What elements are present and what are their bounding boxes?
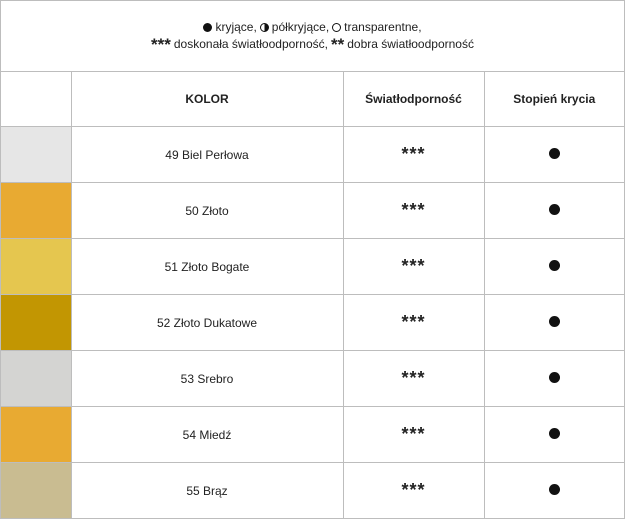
color-table: KOLOR Światłodporność Stopień krycia 49 … <box>1 72 624 518</box>
legend-line-opacity: kryjące, półkryjące, transparentne, <box>203 19 422 36</box>
color-name: 50 Złoto <box>70 182 344 239</box>
table-row: 55 Brąz *** <box>1 462 624 518</box>
color-name: 49 Biel Perłowa <box>70 126 344 183</box>
legend-good: dobra światłoodporność <box>347 37 474 51</box>
opacity-cell <box>483 406 624 463</box>
table-row: 52 Złoto Dukatowe *** <box>1 294 624 351</box>
empty-circle-icon <box>332 23 342 32</box>
table-header-row: KOLOR Światłodporność Stopień krycia <box>1 72 624 127</box>
color-name: 51 Złoto Bogate <box>70 238 344 295</box>
header-color: KOLOR <box>70 72 344 127</box>
lightfastness-stars: *** <box>342 182 485 239</box>
color-name: 52 Złoto Dukatowe <box>70 294 344 351</box>
table-row: 54 Miedź *** <box>1 406 624 463</box>
color-swatch <box>1 294 72 351</box>
lightfastness-stars: *** <box>342 350 485 407</box>
lightfastness-stars: *** <box>342 238 485 295</box>
header-lightfastness: Światłodporność <box>342 72 485 127</box>
opacity-cell <box>483 238 624 295</box>
table-row: 53 Srebro *** <box>1 350 624 407</box>
full-circle-icon <box>548 259 560 271</box>
color-swatch <box>1 238 72 295</box>
stars-excellent-icon: *** <box>151 35 171 54</box>
full-circle-icon <box>548 147 560 159</box>
table-row: 49 Biel Perłowa *** <box>1 126 624 183</box>
lightfastness-stars: *** <box>342 126 485 183</box>
legend-covering: kryjące, <box>215 20 257 34</box>
opacity-cell <box>483 294 624 351</box>
full-circle-icon <box>548 483 560 495</box>
color-name: 54 Miedź <box>70 406 344 463</box>
table-body: 49 Biel Perłowa *** 50 Złoto *** 51 Złoto Bo… <box>1 126 624 518</box>
full-circle-icon <box>548 315 560 327</box>
opacity-cell <box>483 126 624 183</box>
opacity-cell <box>483 350 624 407</box>
legend-transparent: transparentne, <box>344 20 422 34</box>
opacity-cell <box>483 182 624 239</box>
legend-semi-covering: półkryjące, <box>271 20 330 34</box>
half-circle-icon <box>259 23 269 32</box>
legend-line-lightfastness: *** doskonała światłoodporność, ** dobra… <box>151 36 474 53</box>
stars-good-icon: ** <box>330 35 345 54</box>
color-swatch <box>1 462 72 518</box>
legend: kryjące, półkryjące, transparentne, *** … <box>1 1 624 72</box>
full-circle-icon <box>548 371 560 383</box>
color-swatch <box>1 350 72 407</box>
lightfastness-stars: *** <box>342 462 485 518</box>
table-row: 50 Złoto *** <box>1 182 624 239</box>
legend-excellent: doskonała światłoodporność, <box>173 37 328 51</box>
full-circle-icon <box>203 23 213 32</box>
header-swatch <box>1 72 72 127</box>
color-swatch <box>1 126 72 183</box>
full-circle-icon <box>548 203 560 215</box>
color-swatch <box>1 182 72 239</box>
lightfastness-stars: *** <box>342 294 485 351</box>
color-name: 53 Srebro <box>70 350 344 407</box>
opacity-cell <box>483 462 624 518</box>
lightfastness-stars: *** <box>342 406 485 463</box>
full-circle-icon <box>548 427 560 439</box>
color-swatch <box>1 406 72 463</box>
table-row: 51 Złoto Bogate *** <box>1 238 624 295</box>
color-name: 55 Brąz <box>70 462 344 518</box>
header-opacity: Stopień krycia <box>483 72 624 127</box>
